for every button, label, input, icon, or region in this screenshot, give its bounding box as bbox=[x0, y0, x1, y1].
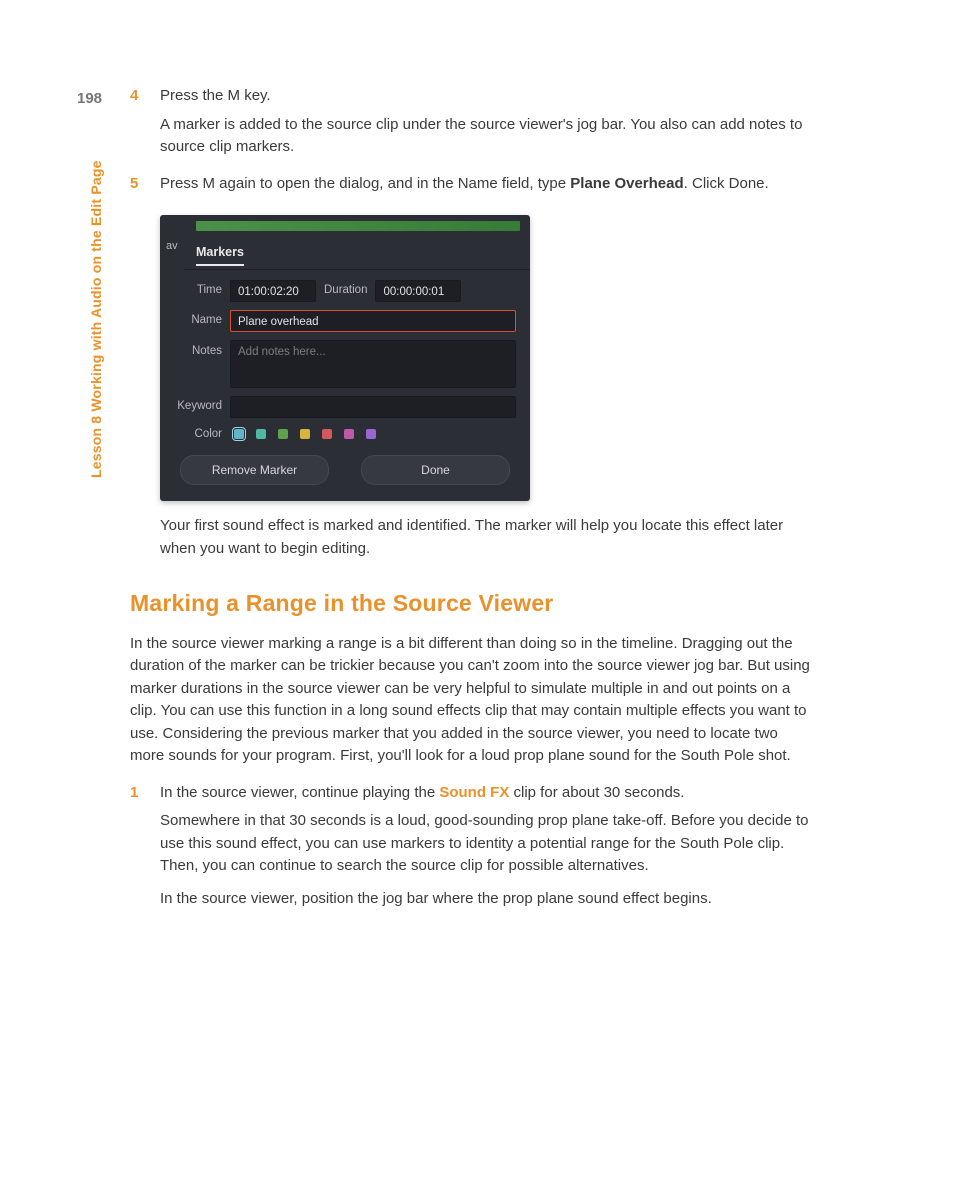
color-swatch-green[interactable] bbox=[278, 429, 288, 439]
step-body: In the source viewer, continue playing t… bbox=[160, 782, 810, 917]
step-body: Press the M key. A marker is added to th… bbox=[160, 85, 810, 165]
step-4: 4 Press the M key. A marker is added to … bbox=[130, 85, 810, 165]
lesson-sidebar-label: Lesson 8 Working with Audio on the Edit … bbox=[86, 160, 107, 478]
text-fragment: . Click Done. bbox=[684, 175, 769, 192]
name-label: Name bbox=[174, 312, 230, 329]
tab-label: Markers bbox=[196, 245, 244, 266]
color-swatches bbox=[230, 429, 376, 439]
markers-tab[interactable]: Markers bbox=[184, 237, 530, 270]
text-fragment: Press M again to open the dialog, and in… bbox=[160, 175, 570, 192]
notes-row: Notes Add notes here... bbox=[174, 340, 516, 388]
page-number: 198 bbox=[77, 88, 102, 111]
dialog-form: Time 01:00:02:20 Duration 00:00:00:01 Na… bbox=[160, 270, 530, 501]
page-content: 4 Press the M key. A marker is added to … bbox=[130, 85, 810, 924]
text-highlight: Sound FX bbox=[439, 784, 509, 801]
step-number: 4 bbox=[130, 85, 160, 165]
section-heading: Marking a Range in the Source Viewer bbox=[130, 586, 810, 621]
step-text: Press M again to open the dialog, and in… bbox=[160, 173, 810, 196]
keyword-input[interactable] bbox=[230, 396, 516, 418]
keyword-row: Keyword bbox=[174, 396, 516, 418]
time-row: Time 01:00:02:20 Duration 00:00:00:01 bbox=[174, 280, 516, 302]
step-text: Somewhere in that 30 seconds is a loud, … bbox=[160, 810, 810, 878]
after-screenshot-text: Your first sound effect is marked and id… bbox=[160, 515, 810, 560]
name-input[interactable]: Plane overhead bbox=[230, 310, 516, 332]
duration-label: Duration bbox=[316, 282, 375, 299]
time-input[interactable]: 01:00:02:20 bbox=[230, 280, 316, 302]
step-text: In the source viewer, continue playing t… bbox=[160, 782, 810, 805]
duration-input[interactable]: 00:00:00:01 bbox=[375, 280, 461, 302]
waveform-strip bbox=[196, 221, 520, 231]
step-text: In the source viewer, position the jog b… bbox=[160, 888, 810, 911]
color-label: Color bbox=[174, 426, 230, 443]
text-bold: Plane Overhead bbox=[570, 175, 683, 192]
color-swatch-yellow[interactable] bbox=[300, 429, 310, 439]
name-row: Name Plane overhead bbox=[174, 310, 516, 332]
color-swatch-purple[interactable] bbox=[366, 429, 376, 439]
color-swatch-cyan[interactable] bbox=[234, 429, 244, 439]
section-intro: In the source viewer marking a range is … bbox=[130, 633, 810, 768]
notes-input[interactable]: Add notes here... bbox=[230, 340, 516, 388]
markers-dialog-screenshot: av Markers Time 01:00:02:20 Duration 00:… bbox=[160, 215, 530, 501]
step-text: Press the M key. bbox=[160, 85, 810, 108]
av-label: av bbox=[166, 238, 178, 255]
text-fragment: clip for about 30 seconds. bbox=[509, 784, 684, 801]
time-label: Time bbox=[174, 282, 230, 299]
text-fragment: In the source viewer, continue playing t… bbox=[160, 784, 439, 801]
step-number: 1 bbox=[130, 782, 160, 917]
step-body: Press M again to open the dialog, and in… bbox=[160, 173, 810, 202]
color-swatch-red[interactable] bbox=[322, 429, 332, 439]
step-1: 1 In the source viewer, continue playing… bbox=[130, 782, 810, 917]
step-text: A marker is added to the source clip und… bbox=[160, 114, 810, 159]
dialog-buttons: Remove Marker Done bbox=[174, 451, 516, 487]
done-button[interactable]: Done bbox=[361, 455, 510, 485]
section: Marking a Range in the Source Viewer In … bbox=[160, 586, 810, 916]
notes-label: Notes bbox=[174, 340, 230, 360]
keyword-label: Keyword bbox=[174, 398, 230, 415]
step-5: 5 Press M again to open the dialog, and … bbox=[130, 173, 810, 202]
color-swatch-teal[interactable] bbox=[256, 429, 266, 439]
step-number: 5 bbox=[130, 173, 160, 202]
color-swatch-pink[interactable] bbox=[344, 429, 354, 439]
remove-marker-button[interactable]: Remove Marker bbox=[180, 455, 329, 485]
color-row: Color bbox=[174, 426, 516, 443]
